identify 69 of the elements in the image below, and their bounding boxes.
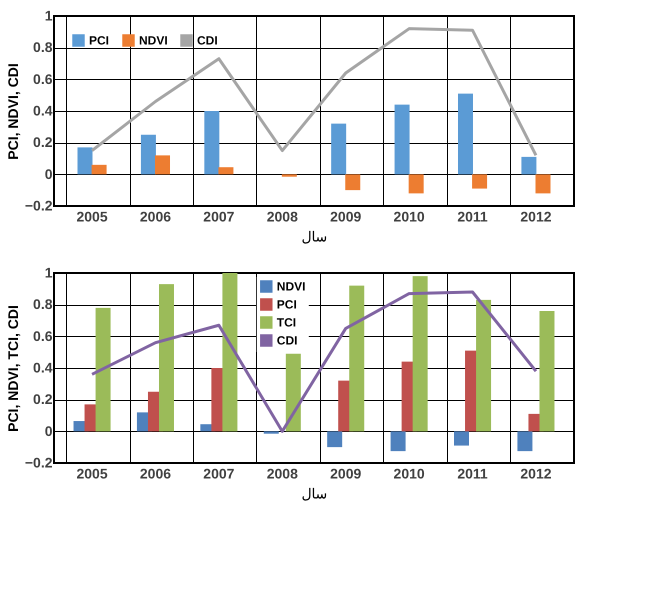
x-tick-label: 2011 <box>457 466 488 482</box>
bar <box>92 164 107 174</box>
bar <box>476 300 492 432</box>
x-tick-label: 2006 <box>140 208 172 224</box>
x-tick-label: 2007 <box>203 208 235 224</box>
bar <box>331 124 346 174</box>
y-tick-label: 0 <box>44 166 53 182</box>
bar <box>327 431 342 448</box>
x-tick-label: 2008 <box>266 466 298 482</box>
x-tick-label: 2005 <box>76 466 108 482</box>
bar <box>472 174 488 189</box>
bar <box>158 284 174 432</box>
legend-label: PCI <box>89 34 110 48</box>
bar <box>535 174 550 194</box>
legend-label: CDI <box>197 34 218 48</box>
y-tick-label: −0.2 <box>24 198 53 214</box>
legend-label: PCI <box>276 298 297 312</box>
line-series <box>90 27 538 157</box>
y-tick-label: 0 <box>44 422 53 439</box>
x-tick-label: 2010 <box>394 208 425 224</box>
y-tick-label: 0.4 <box>33 102 53 118</box>
bar <box>140 134 156 174</box>
bar <box>454 431 470 446</box>
bar <box>204 111 220 174</box>
bar <box>78 147 93 174</box>
bar <box>390 431 406 452</box>
bar <box>96 308 111 432</box>
bar <box>286 354 301 432</box>
y-axis-title: PCI, NDVI, CDI <box>4 63 21 160</box>
x-tick-label: 2012 <box>520 208 552 224</box>
legend-label: NDVI <box>276 280 306 294</box>
x-tick-label: 2011 <box>457 208 488 224</box>
y-tick-label: −0.2 <box>24 454 53 470</box>
y-tick-label: 0.8 <box>33 296 53 312</box>
bar <box>539 311 554 432</box>
y-tick-label: 0.4 <box>33 360 53 376</box>
bar <box>394 104 410 174</box>
y-axis-title: PCI, NDVI, TCI, CDI <box>4 305 21 432</box>
x-tick-label: 2008 <box>266 208 298 224</box>
bar <box>155 155 170 174</box>
y-tick-label: 0.2 <box>33 134 53 150</box>
x-tick-label: 2009 <box>330 466 362 482</box>
y-tick-label: 1 <box>44 264 53 280</box>
bar <box>345 174 360 190</box>
x-tick-label: 2012 <box>520 466 552 482</box>
bar <box>408 174 424 194</box>
bar <box>517 431 532 452</box>
x-tick-label: 2009 <box>330 208 362 224</box>
y-tick-label: 0.6 <box>33 70 53 87</box>
x-axis-title: سال <box>302 228 328 244</box>
x-tick-label: 2007 <box>203 466 235 482</box>
x-axis-title: سال <box>302 486 328 502</box>
bar <box>222 273 238 432</box>
bar <box>349 286 364 432</box>
x-tick-label: 2010 <box>394 466 425 482</box>
y-tick-label: 0.2 <box>33 391 53 408</box>
y-tick-label: 1 <box>44 8 53 24</box>
legend-label: TCI <box>276 316 296 330</box>
bar <box>521 156 536 174</box>
bar <box>412 276 428 432</box>
y-tick-label: 0.6 <box>33 328 53 344</box>
legend-label: NDVI <box>139 34 168 48</box>
legend-label: CDI <box>276 334 298 348</box>
bar <box>218 167 234 174</box>
y-tick-label: 0.8 <box>33 39 53 56</box>
line-series <box>90 290 538 433</box>
x-tick-label: 2006 <box>140 466 172 482</box>
x-tick-label: 2005 <box>76 208 108 224</box>
bar <box>458 94 473 174</box>
